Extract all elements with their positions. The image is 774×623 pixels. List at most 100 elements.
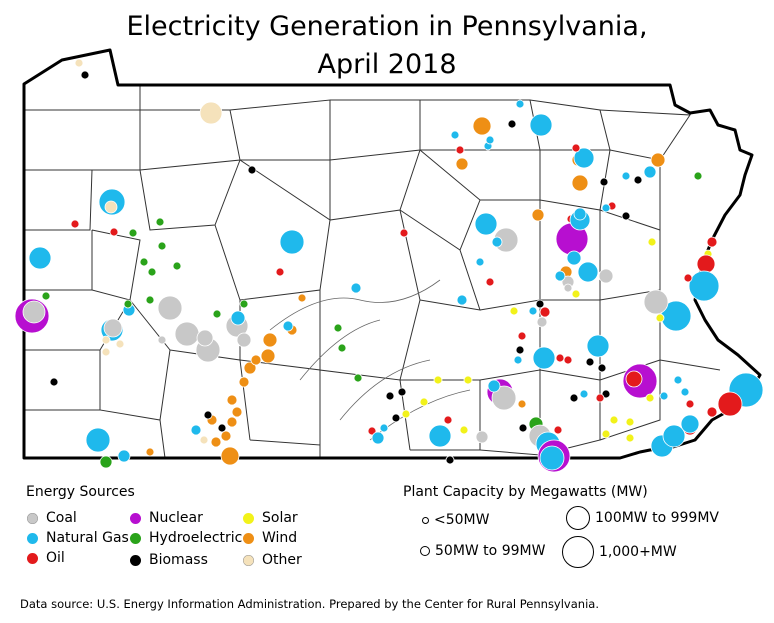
coal-plant-marker [196,329,214,347]
legend-label: Wind [262,530,298,546]
wind-plant-marker [455,157,469,171]
legend-label: Other [262,552,302,568]
legend-label: <50MW [434,512,490,528]
hydroelectric-plant-marker [693,171,703,181]
oil-plant-marker [109,227,119,237]
natural-gas-plant-marker [279,229,305,255]
wind-swatch [243,532,254,544]
biomass-plant-marker [445,455,455,465]
coal-plant-marker [22,300,46,324]
hydroelectric-plant-marker [212,309,222,319]
plant-markers [14,58,764,473]
wind-plant-marker [231,406,243,418]
hydroelectric-plant-marker [99,455,113,469]
natural-gas-plant-marker [475,257,485,267]
natural-gas-plant-marker [528,306,538,316]
hydroelectric-swatch [130,532,141,544]
other-plant-marker [101,335,111,345]
natural-gas-plant-marker [554,270,566,282]
coal-plant-marker [475,430,489,444]
biomass-plant-marker [535,299,545,309]
oil-plant-marker [685,399,695,409]
hydroelectric-plant-marker [139,257,149,267]
natural-gas-plant-marker [621,171,631,181]
map-title: Electricity Generation in Pennsylvania, … [0,8,774,84]
legend-label: Hydroelectric [149,530,243,546]
oil-plant-marker [717,391,743,417]
other-plant-marker [101,347,111,357]
wind-plant-marker [220,430,232,442]
coal-plant-marker [643,289,669,315]
natural-gas-plant-marker [428,424,452,448]
natural-gas-plant-marker [566,250,582,266]
wind-plant-marker [260,348,276,364]
capacity-heading: Plant Capacity by Megawatts (MW) [403,484,648,500]
hydroelectric-plant-marker [333,323,343,333]
oil-plant-marker [485,277,495,287]
biomass-plant-marker [585,357,595,367]
oil-plant-marker [539,306,551,318]
hydroelectric-plant-marker [337,343,347,353]
natural-gas-swatch [27,532,38,544]
biomass-swatch [130,554,141,566]
legend-natural-gas: Natural Gas [27,530,129,546]
natural-gas-plant-marker [190,424,202,436]
solar-plant-marker [625,417,635,427]
solar-plant-marker [601,429,611,439]
legend-other: Other [243,552,302,568]
biomass-plant-marker [247,165,257,175]
wind-plant-marker [238,376,250,388]
title-line-2: April 2018 [317,49,457,80]
natural-gas-plant-marker [282,320,294,332]
wind-plant-marker [250,354,262,366]
oil-plant-marker [455,145,465,155]
oil-plant-marker [563,355,573,365]
size-ring-large [566,506,590,530]
natural-gas-plant-marker [586,334,610,358]
biomass-plant-marker [633,175,643,185]
legend-label: Biomass [149,552,208,568]
coal-plant-marker [174,321,200,347]
natural-gas-plant-marker [573,207,587,221]
hydroelectric-plant-marker [353,373,363,383]
natural-gas-plant-marker [371,431,385,445]
legend-nuclear: Nuclear [130,510,203,526]
solar-plant-marker [571,289,581,299]
legend-label: Oil [46,550,65,566]
natural-gas-plant-marker [450,130,460,140]
coal-plant-marker [563,283,573,293]
coal-plant-marker [157,295,183,321]
size-ring-xlarge [562,536,594,568]
natural-gas-plant-marker [573,147,595,169]
wind-plant-marker [531,208,545,222]
legend-label: Nuclear [149,510,203,526]
biomass-plant-marker [599,177,609,187]
oil-plant-marker [595,393,605,403]
natural-gas-plant-marker [85,427,111,453]
pennsylvania-map [14,48,764,473]
natural-gas-plant-marker [513,355,523,365]
legend-label: Coal [46,510,77,526]
oil-plant-marker [70,219,80,229]
hydroelectric-plant-marker [155,217,165,227]
other-swatch [243,554,254,566]
nuclear-swatch [130,512,141,524]
county-lines [23,85,721,459]
hydroelectric-plant-marker [147,267,157,277]
solar-plant-marker [609,415,619,425]
natural-gas-plant-marker [673,375,683,385]
wind-plant-marker [297,293,307,303]
oil-plant-marker [696,254,716,274]
oil-plant-marker [367,426,377,436]
ridge-lines [269,279,471,441]
other-plant-marker [115,339,125,349]
legend-label: 100MW to 999MV [595,510,719,526]
other-plant-marker [199,101,223,125]
legend-biomass: Biomass [130,552,208,568]
solar-swatch [243,512,254,524]
data-source-note: Data source: U.S. Energy Information Adm… [20,597,599,611]
hydroelectric-plant-marker [145,295,155,305]
biomass-plant-marker [397,387,407,397]
natural-gas-plant-marker [659,391,669,401]
title-line-1: Electricity Generation in Pennsylvania, [126,11,648,42]
